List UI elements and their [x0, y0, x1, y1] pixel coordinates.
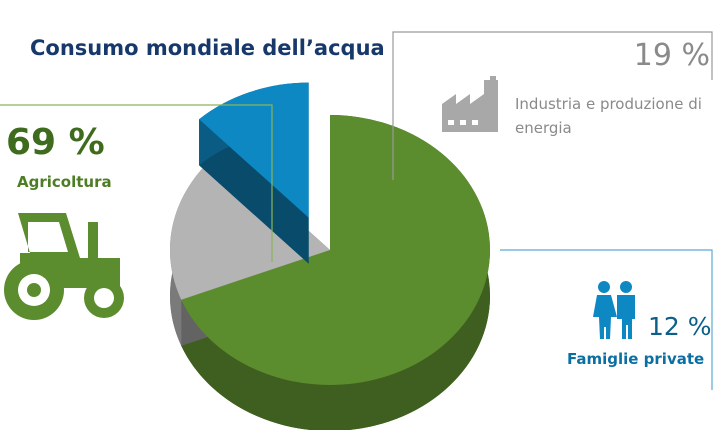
- slice: [169, 151, 330, 300]
- slice-side: [199, 119, 309, 264]
- leader-line: [392, 31, 713, 180]
- chart-title: Consumo mondiale dell’acqua: [30, 36, 385, 60]
- people-icon: [593, 281, 635, 339]
- value-label: 12 %: [648, 312, 712, 341]
- leader-line: [0, 104, 273, 262]
- category-label: Industria e produzione di energia: [515, 95, 702, 137]
- slice: [199, 82, 309, 218]
- category-label: Agricoltura: [17, 173, 112, 191]
- leader-lines: [0, 31, 713, 390]
- factory-icon: [442, 76, 498, 132]
- value-label: 69 %: [6, 122, 105, 163]
- category-label: Famiglie private: [567, 350, 705, 368]
- value-label: 19 %: [633, 38, 710, 73]
- leader-line: [500, 249, 713, 390]
- pie: [169, 82, 491, 430]
- slice: [181, 115, 491, 385]
- tractor-icon: [4, 213, 124, 320]
